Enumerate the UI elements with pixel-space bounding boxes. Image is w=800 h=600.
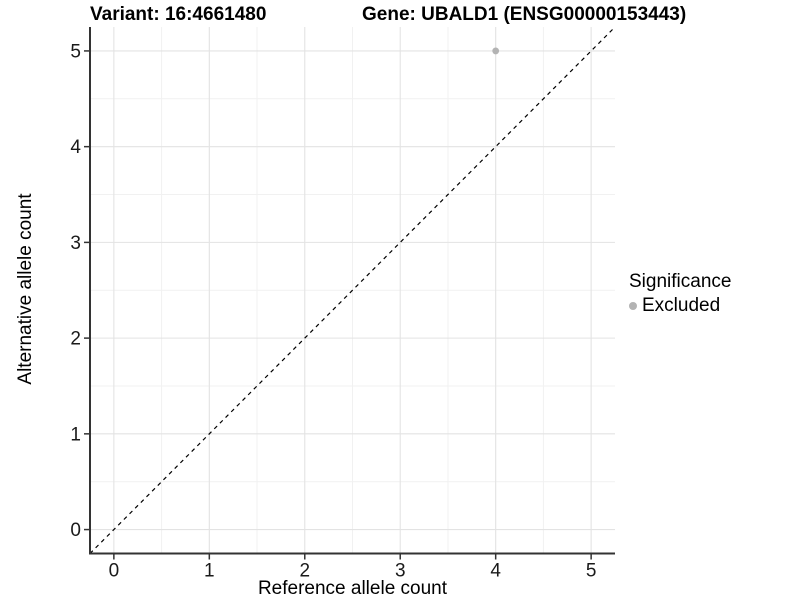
identity-dashed-line xyxy=(89,26,616,554)
legend-key-dot-icon xyxy=(629,302,637,310)
legend-title: Significance xyxy=(629,271,732,292)
y-tick-label: 0 xyxy=(70,520,81,541)
variant-title: Variant: 16:4661480 xyxy=(90,4,267,25)
x-tick-label: 5 xyxy=(586,561,597,582)
x-axis-title: Reference allele count xyxy=(257,578,448,599)
y-tick-label: 4 xyxy=(70,137,81,158)
x-tick-label: 4 xyxy=(490,561,501,582)
x-tick-label: 1 xyxy=(204,561,215,582)
data-point-excluded xyxy=(492,47,500,55)
x-tick-label: 2 xyxy=(299,561,310,582)
y-tick-label: 2 xyxy=(70,329,81,350)
y-tick-label: 5 xyxy=(70,41,81,62)
y-tick-label: 3 xyxy=(70,233,81,254)
legend: Significance Excluded xyxy=(629,271,731,317)
legend-item-label: Excluded xyxy=(642,295,721,316)
x-tick-label: 3 xyxy=(395,561,406,582)
y-axis-title: Alternative allele count xyxy=(15,193,36,385)
x-tick-label: 0 xyxy=(109,561,120,582)
legend-item-excluded: Excluded xyxy=(629,295,731,317)
gene-title: Gene: UBALD1 (ENSG00000153443) xyxy=(362,4,687,25)
y-tick-label: 1 xyxy=(70,424,81,445)
